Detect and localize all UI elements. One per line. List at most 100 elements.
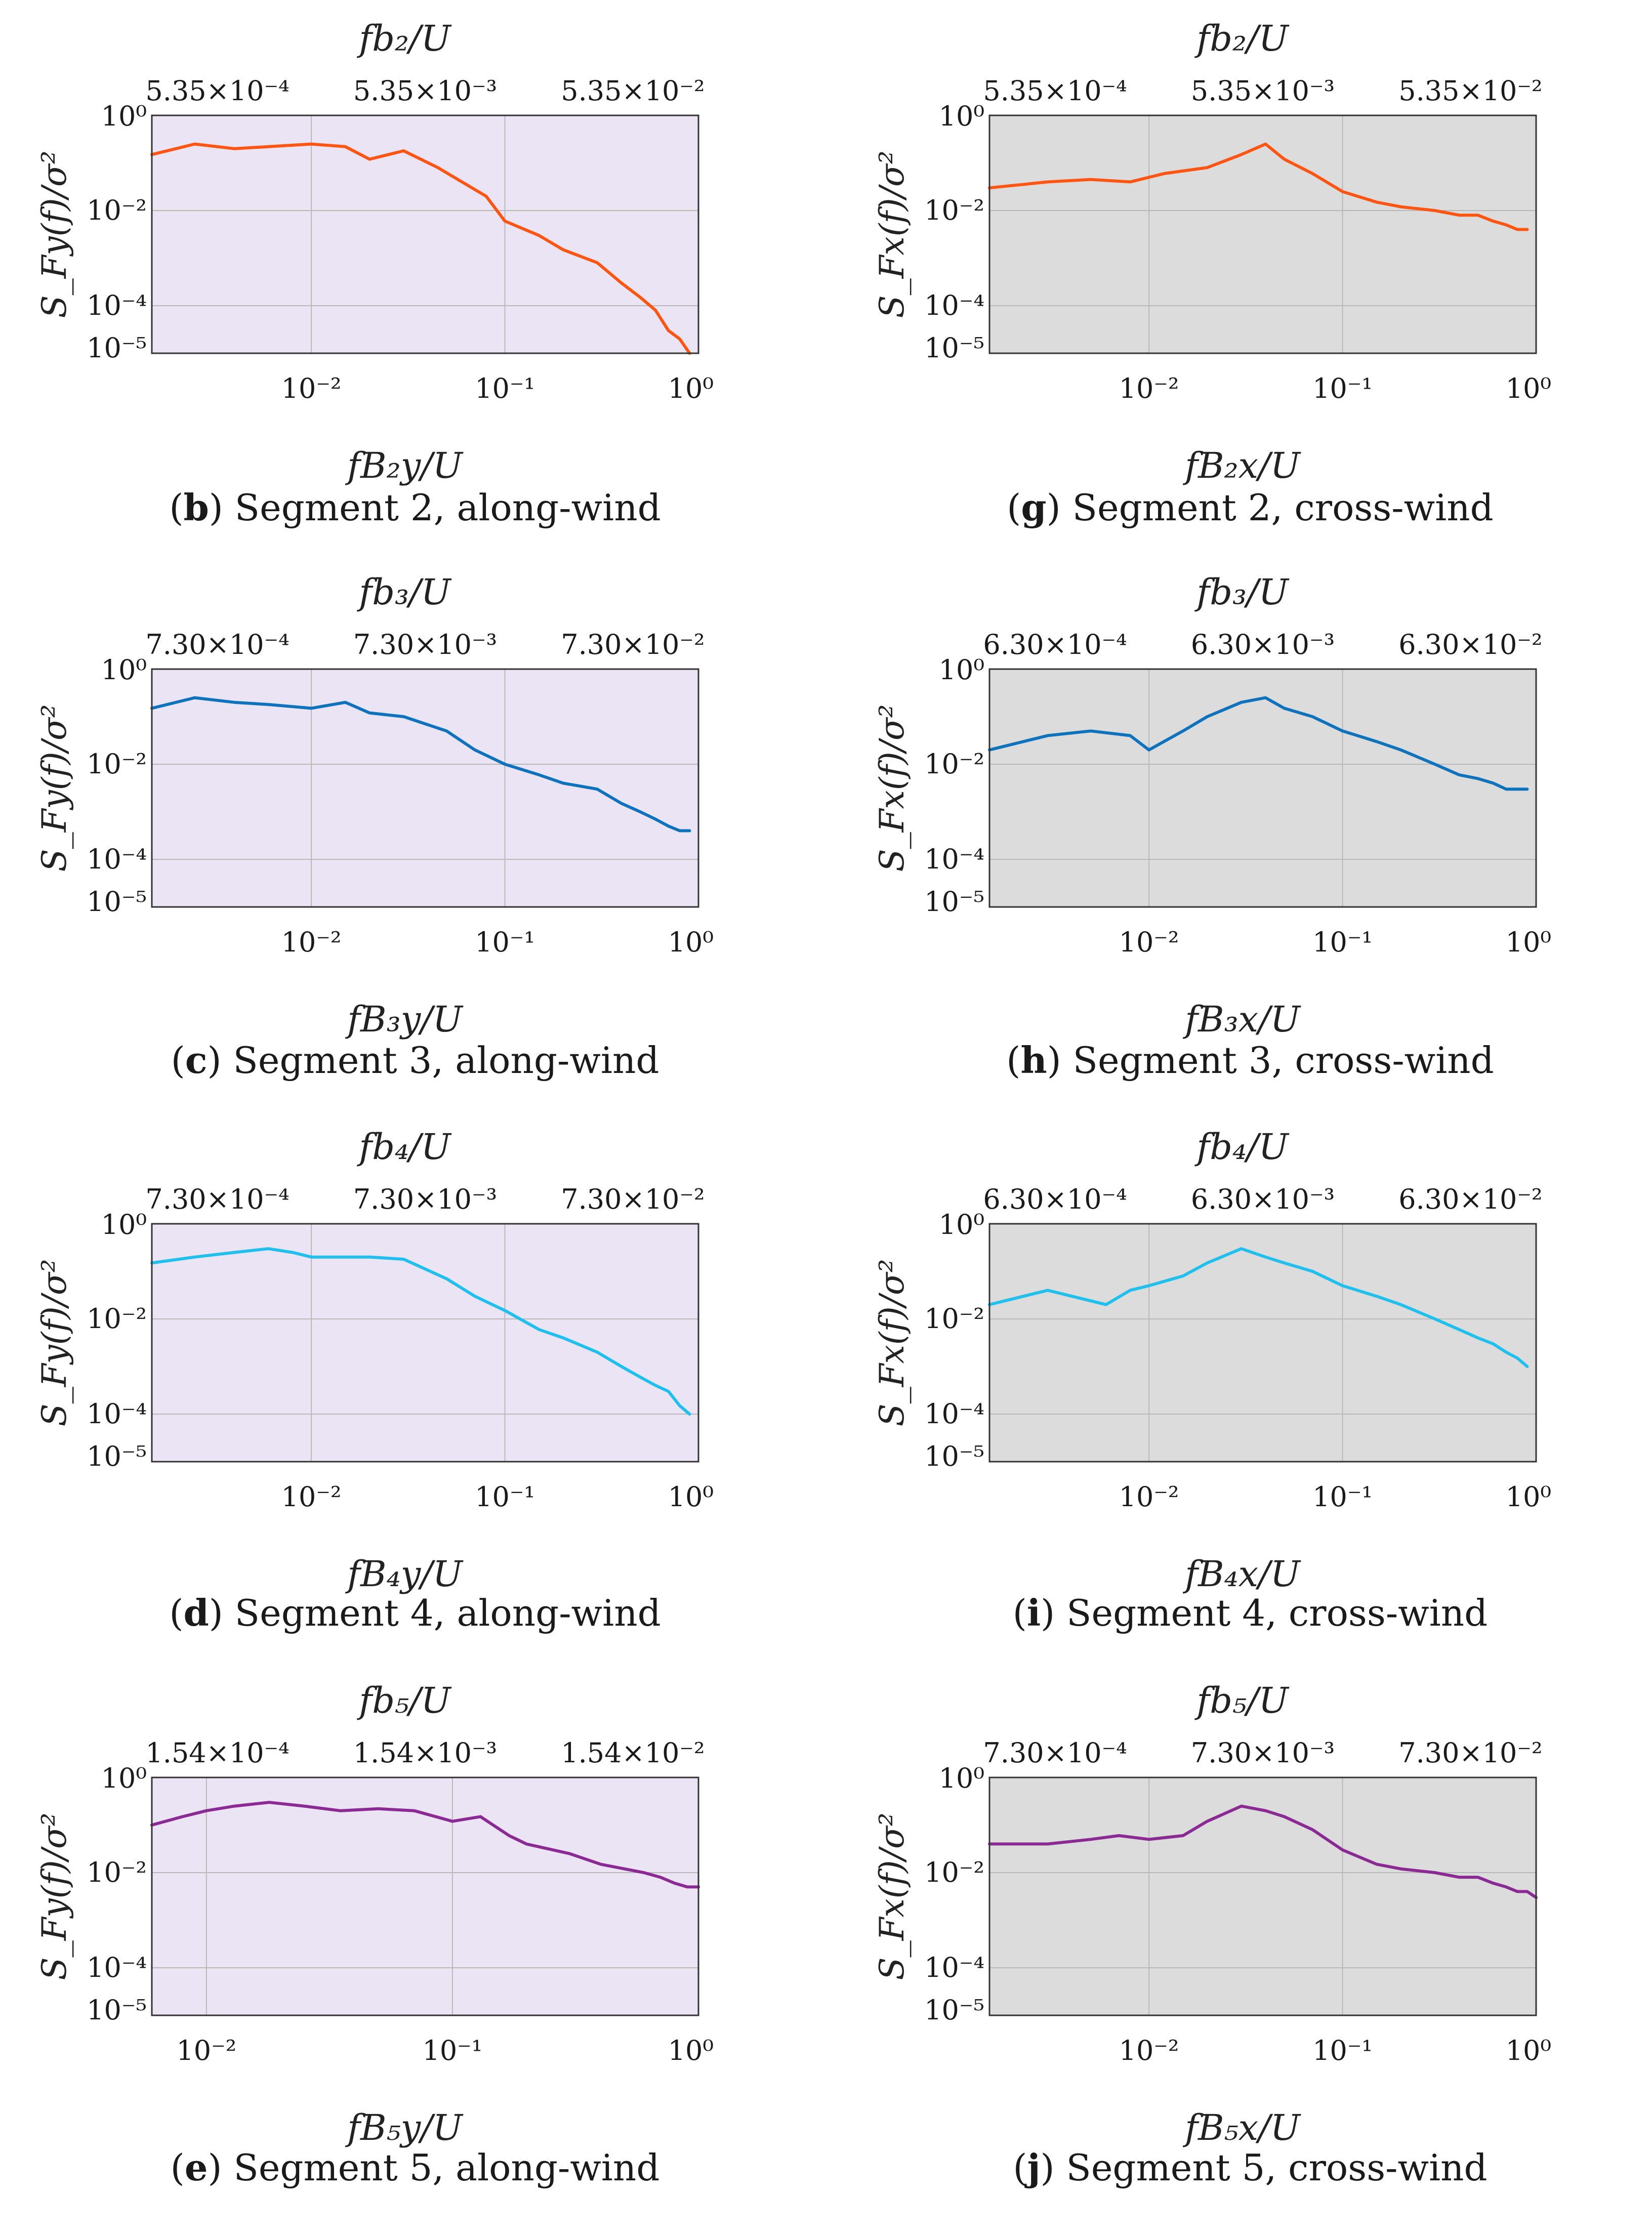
caption-description: Segment 3, cross-wind	[1073, 1039, 1494, 1082]
panel-caption: (j) Segment 5, cross-wind	[1013, 2146, 1487, 2189]
top-axis-title: fb₄/U	[356, 1126, 451, 1168]
caption-description: Segment 4, along-wind	[235, 1592, 661, 1634]
top-tick-label: 6.30×10⁻²	[1398, 1183, 1542, 1215]
top-axis-title: fb₃/U	[1194, 571, 1289, 613]
plot-area	[152, 669, 698, 907]
y-tick-label: 10⁻²	[924, 1856, 984, 1888]
series-line-1	[988, 1247, 1529, 1368]
caption-close-paren: )	[209, 486, 235, 529]
top-axis-title: fb₅/U	[1194, 1680, 1289, 1721]
y-tick-label: 10⁻⁵	[87, 1440, 147, 1472]
panel-j: 10⁻² 10⁻¹ 10⁰ 10⁰ 10⁻² 10⁻⁴ 10⁻⁵ fb₅/U 7.30×10⁻⁴…	[873, 1680, 1551, 2189]
y-axis-title: S_Fx(f)/σ²	[873, 705, 912, 872]
x-tick-label: 10⁻¹	[475, 1481, 535, 1513]
top-axis-title: fb₄/U	[1194, 1126, 1289, 1168]
y-tick-label: 10⁰	[939, 654, 984, 686]
top-tick-label: 5.35×10⁻⁴	[983, 75, 1127, 107]
plot-area	[152, 1224, 698, 1462]
y-tick-label: 10⁻⁵	[87, 1994, 147, 2026]
x-tick-label: 10⁻¹	[422, 2035, 482, 2066]
y-axis-title: S_Fy(f)/σ²	[35, 1259, 74, 1427]
panel-caption: (i) Segment 4, cross-wind	[1013, 1591, 1488, 1634]
top-tick-label: 6.30×10⁻³	[1191, 1183, 1335, 1215]
caption-close-paren: )	[209, 1592, 235, 1634]
x-tick-label: 10⁻²	[281, 372, 342, 404]
x-axis-title: fB₃y/U	[345, 999, 464, 1040]
top-tick-label: 7.30×10⁻⁴	[145, 629, 289, 660]
caption-open-paren: (	[171, 1039, 185, 1082]
x-tick-label: 10⁻¹	[475, 926, 535, 958]
top-tick-label: 5.35×10⁻²	[1398, 75, 1542, 107]
x-tick-label: 10⁰	[1506, 926, 1551, 958]
y-axis-title: S_Fx(f)/σ²	[873, 1813, 912, 1980]
plot-frame	[988, 114, 1537, 354]
y-tick-label: 10⁻⁴	[924, 1398, 984, 1430]
caption-letter: j	[1024, 2146, 1040, 2189]
plot-area	[989, 1224, 1536, 1462]
caption-letter: c	[185, 1039, 208, 1082]
panel-caption: (d) Segment 4, along-wind	[169, 1591, 660, 1634]
top-tick-label: 6.30×10⁻⁴	[983, 1183, 1127, 1215]
caption-open-paren: (	[1013, 2146, 1027, 2189]
caption-description: Segment 4, cross-wind	[1066, 1592, 1488, 1634]
y-tick-label: 10⁻²	[87, 194, 147, 226]
panel-g: 10⁻² 10⁻¹ 10⁰ 10⁰ 10⁻² 10⁻⁴ 10⁻⁵ fb₂/U 5.35×10⁻⁴…	[873, 18, 1551, 529]
y-tick-label: 10⁻²	[924, 1303, 984, 1335]
plot-area	[989, 1777, 1536, 2015]
caption-close-paren: )	[208, 1039, 233, 1082]
caption-description: Segment 2, along-wind	[235, 486, 661, 529]
panel-caption: (b) Segment 2, along-wind	[169, 486, 660, 529]
y-tick-label: 10⁻⁴	[924, 843, 984, 875]
panel-c: 10⁻² 10⁻¹ 10⁰ 10⁰ 10⁻² 10⁻⁴ 10⁻⁵ fb₃/U 7.30×10⁻⁴…	[35, 571, 714, 1082]
plot-frame	[151, 668, 699, 908]
x-tick-label: 10⁻¹	[1312, 2035, 1373, 2066]
series-line-1	[988, 142, 1529, 231]
x-tick-label: 10⁰	[668, 1481, 714, 1513]
x-tick-label: 10⁻²	[176, 2035, 236, 2066]
panel-e: 10⁻² 10⁻¹ 10⁰ 10⁰ 10⁻² 10⁻⁴ 10⁻⁵ fb₅/U 1.54×10⁻⁴…	[35, 1680, 714, 2189]
panel-caption: (h) Segment 3, cross-wind	[1006, 1039, 1494, 1082]
x-tick-label: 10⁻²	[1119, 2035, 1179, 2066]
caption-letter: e	[185, 2146, 208, 2189]
x-tick-label: 10⁻¹	[1312, 926, 1373, 958]
y-tick-label: 10⁻⁴	[924, 1952, 984, 1983]
plot-frame	[151, 114, 699, 354]
caption-description: Segment 2, cross-wind	[1072, 486, 1494, 529]
top-tick-label: 5.35×10⁻³	[353, 75, 497, 107]
caption-letter: h	[1020, 1039, 1047, 1082]
caption-open-paren: (	[169, 1592, 183, 1634]
y-tick-label: 10⁻²	[87, 1303, 147, 1335]
y-tick-label: 10⁻⁵	[924, 1440, 984, 1472]
panel-h: 10⁻² 10⁻¹ 10⁰ 10⁰ 10⁻² 10⁻⁴ 10⁻⁵ fb₃/U 6.30×10⁻⁴…	[873, 571, 1551, 1082]
x-tick-label: 10⁻²	[1119, 1481, 1179, 1513]
y-tick-label: 10⁻²	[87, 1856, 147, 1888]
y-tick-label: 10⁻⁴	[87, 843, 147, 875]
panel-caption: (e) Segment 5, along-wind	[171, 2146, 660, 2189]
caption-close-paren: )	[1047, 1039, 1073, 1082]
x-axis-title: fB₂x/U	[1182, 445, 1301, 486]
series-line-1	[150, 142, 691, 355]
top-axis-title: fb₂/U	[356, 18, 451, 59]
panel-caption: (g) Segment 2, cross-wind	[1007, 486, 1494, 529]
x-tick-label: 10⁰	[668, 2035, 714, 2066]
y-tick-label: 10⁻⁵	[924, 1994, 984, 2026]
caption-open-paren: (	[1006, 1039, 1020, 1082]
panel-b: 10⁻² 10⁻¹ 10⁰ 10⁰ 10⁻² 10⁻⁴ 10⁻⁵ fb₂/U 5.35×10⁻⁴…	[35, 18, 714, 529]
x-axis-title: fB₄x/U	[1182, 1553, 1301, 1595]
plot-frame	[988, 668, 1537, 908]
x-tick-label: 10⁻²	[281, 1481, 342, 1513]
top-tick-label: 7.30×10⁻³	[353, 1183, 497, 1215]
y-tick-label: 10⁻⁵	[924, 886, 984, 918]
x-tick-label: 10⁻¹	[475, 372, 535, 404]
x-tick-label: 10⁰	[1506, 372, 1551, 404]
caption-open-paren: (	[1013, 1592, 1027, 1634]
top-tick-label: 6.30×10⁻³	[1191, 629, 1335, 660]
top-tick-label: 5.35×10⁻³	[1191, 75, 1335, 107]
x-axis-title: fB₃x/U	[1182, 999, 1301, 1040]
x-axis-title: fB₂y/U	[345, 445, 464, 486]
plot-area	[152, 1777, 698, 2015]
y-tick-label: 10⁰	[939, 1209, 984, 1240]
y-tick-label: 10⁻²	[924, 194, 984, 226]
y-tick-label: 10⁻⁵	[924, 332, 984, 364]
